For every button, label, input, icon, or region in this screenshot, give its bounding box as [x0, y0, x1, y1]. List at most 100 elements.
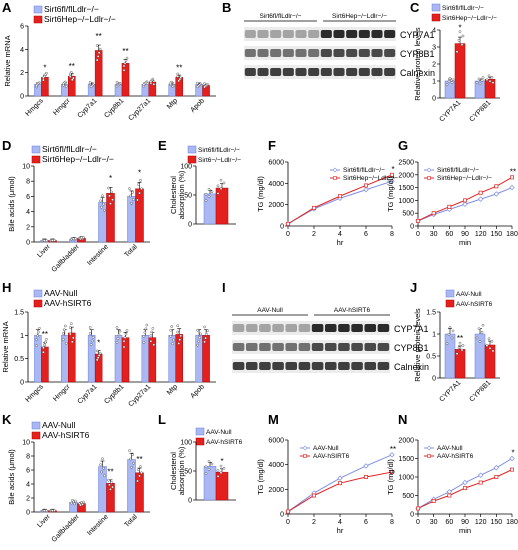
data-point: [115, 341, 119, 344]
y-axis-label: Relative mRNA: [1, 321, 10, 372]
data-point: [116, 337, 120, 340]
series-marker: [337, 475, 343, 481]
series-marker: [477, 472, 484, 478]
blot-band: [245, 324, 258, 332]
data-point: [458, 30, 462, 33]
data-point: [150, 330, 154, 334]
blot-band: [272, 343, 284, 351]
data-point: [461, 344, 465, 347]
panel-label-k: K: [2, 412, 12, 427]
data-point: [145, 323, 149, 327]
blot-protein-label: CYP8B1: [394, 343, 429, 353]
bar-treated: [68, 332, 76, 383]
x-category-label: Cyp27a1: [128, 97, 153, 122]
data-point: [100, 470, 103, 474]
blot-band: [371, 30, 383, 38]
data-point: [38, 327, 41, 330]
legend-marker: [426, 445, 432, 451]
data-point: [42, 346, 45, 350]
y-axis-label: Bile acids (μmol): [7, 176, 16, 232]
blot-band: [270, 30, 282, 38]
y-tick-label: 2: [432, 62, 436, 69]
x-tick-label: 90: [461, 231, 469, 238]
x-axis-label: hr: [337, 238, 344, 247]
y-axis-label: Relative protein levels: [413, 308, 422, 382]
bar-treated: [135, 188, 144, 243]
panel-label-g: G: [398, 138, 408, 153]
series-marker: [431, 211, 436, 216]
data-point: [176, 75, 180, 78]
data-point: [68, 75, 72, 78]
y-tick-label: 0.5: [14, 356, 24, 363]
blot-band: [308, 30, 320, 38]
blot-protein-label: CYP8B1: [400, 49, 435, 59]
data-point: [457, 39, 461, 42]
y-tick-label: 100: [180, 440, 192, 447]
bar-control: [98, 202, 107, 243]
data-point: [61, 82, 65, 86]
data-point: [89, 343, 93, 346]
data-point: [169, 328, 173, 332]
data-point: [51, 509, 54, 512]
data-point: [152, 82, 156, 86]
blot-group-label: AAV-Null: [257, 307, 283, 314]
data-point: [103, 474, 106, 477]
blot-band: [298, 324, 311, 332]
blot-protein-label: Calnexin: [394, 362, 429, 372]
data-point: [219, 178, 223, 182]
blot-band: [320, 30, 332, 38]
data-point: [64, 341, 68, 345]
blot-band: [232, 343, 245, 351]
data-point: [96, 356, 100, 359]
y-tick-label: 50: [184, 193, 192, 200]
data-point: [219, 187, 223, 191]
blot-band: [272, 324, 284, 332]
y-tick-label: 0: [188, 498, 192, 505]
series-marker: [509, 455, 515, 462]
data-point: [478, 340, 482, 343]
series-marker: [364, 475, 368, 479]
data-point: [203, 340, 206, 344]
y-axis-label: absorption (%): [177, 446, 186, 495]
data-point: [447, 79, 451, 83]
x-tick-label: 90: [461, 519, 469, 526]
data-point: [458, 341, 462, 345]
data-point: [137, 468, 140, 471]
series-marker: [494, 184, 499, 189]
data-point: [222, 181, 226, 185]
data-point: [485, 78, 489, 81]
data-point: [130, 466, 133, 469]
blot-band: [384, 49, 396, 57]
significance-mark: **: [510, 167, 516, 176]
data-point: [204, 199, 208, 202]
legend-label: Sirt6Hep−/−Ldlr−/−: [343, 175, 398, 182]
data-point: [129, 194, 132, 198]
blot-band: [245, 343, 258, 351]
x-tick-label: 4: [338, 231, 342, 238]
data-point: [142, 341, 146, 344]
data-point: [149, 334, 153, 337]
y-axis-label: TG (mg/dl): [386, 176, 395, 212]
y-tick-label: 0: [410, 224, 414, 231]
bar-treated: [135, 472, 144, 513]
x-axis-label: min: [459, 526, 471, 535]
data-point: [128, 449, 131, 452]
data-point: [99, 463, 102, 466]
legend-label: AAV-Null: [44, 288, 77, 298]
legend-swatch: [187, 155, 197, 164]
x-category-label: Liver: [36, 513, 52, 529]
series-marker: [389, 178, 395, 184]
blot-band: [295, 30, 307, 38]
bar-control: [203, 193, 217, 225]
series-marker: [363, 187, 369, 193]
data-point: [95, 58, 99, 62]
data-point: [140, 187, 143, 191]
bar-treated: [175, 334, 183, 383]
legend-label: AAV-hSIRT6: [456, 301, 493, 308]
data-point: [61, 332, 65, 335]
series-marker: [389, 452, 395, 458]
blot-band: [285, 324, 298, 332]
data-point: [477, 77, 481, 81]
x-tick-label: 4: [338, 519, 342, 526]
data-point: [207, 195, 211, 198]
